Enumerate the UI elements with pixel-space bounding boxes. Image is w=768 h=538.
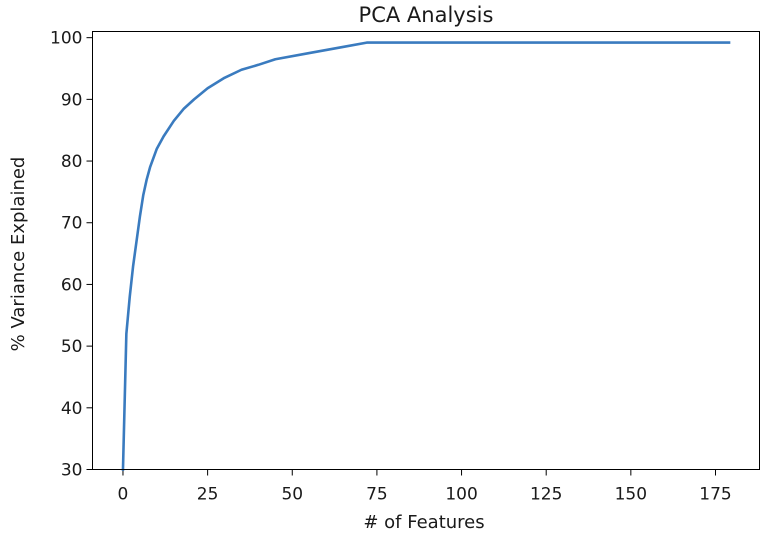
x-tick-label: 175: [699, 485, 731, 505]
plot-frame: [92, 31, 760, 470]
x-axis-ticks: 0 25 50 75 100 125 150 175: [118, 469, 732, 505]
x-tick-label: 125: [530, 485, 562, 505]
y-tick-label: 50: [61, 337, 83, 357]
chart-title: PCA Analysis: [359, 3, 494, 27]
y-axis-ticks: 30 40 50 60 70 80 90 100: [50, 29, 93, 481]
y-tick-label: 60: [61, 275, 83, 295]
y-tick-label: 90: [61, 90, 83, 110]
y-tick-label: 40: [61, 399, 83, 419]
y-tick-label: 80: [61, 152, 83, 172]
x-tick-label: 25: [197, 485, 219, 505]
x-tick-label: 100: [445, 485, 477, 505]
x-tick-label: 150: [615, 485, 647, 505]
variance-line: [121, 41, 731, 471]
x-tick-label: 75: [366, 485, 388, 505]
y-axis-label: % Variance Explained: [8, 157, 29, 352]
x-tick-label: 0: [118, 485, 129, 505]
y-tick-label: 100: [50, 29, 82, 49]
x-tick-label: 50: [281, 485, 303, 505]
y-tick-label: 70: [61, 214, 83, 234]
x-axis-label: # of Features: [363, 512, 484, 533]
series-layer: [121, 41, 731, 471]
y-tick-label: 30: [61, 461, 83, 481]
